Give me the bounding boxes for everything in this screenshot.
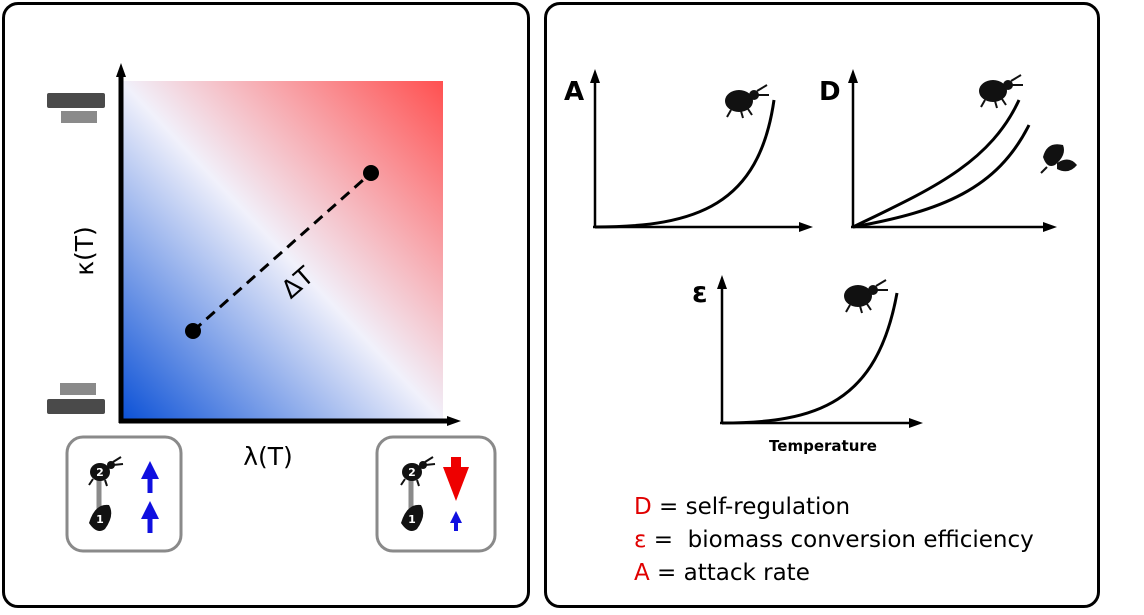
gradient-square xyxy=(121,81,443,421)
y-axis-arrow xyxy=(116,63,126,77)
temperature-gradient-diagram: κ(T) λ(T) ΔT 2 1 xyxy=(47,63,497,553)
curve-epsilon xyxy=(721,292,899,425)
left-panel: κ(T) λ(T) ΔT 2 1 xyxy=(2,2,530,608)
plot-label-epsilon: ε xyxy=(692,276,708,309)
arrow-down-icon xyxy=(443,457,469,501)
prey-leaf-icon: 1 xyxy=(401,504,424,531)
right-panel: A D xyxy=(544,2,1100,608)
leaf-icon xyxy=(1040,144,1077,174)
x-axis-label: λ(T) xyxy=(243,442,293,471)
legend-item-a: A = attack rate xyxy=(634,560,810,586)
beetle-icon xyxy=(725,84,769,119)
plot-self-regulation: D xyxy=(819,69,1077,232)
plot-attack-rate: A xyxy=(564,69,813,232)
low-kappa-icon xyxy=(47,383,105,414)
predator-beetle-icon: 2 xyxy=(88,456,124,487)
high-kappa-icon xyxy=(47,93,105,123)
arrow-up-icon xyxy=(141,501,159,533)
legend-item-epsilon: ε = biomass conversion efficiency xyxy=(634,527,1034,553)
y-axis-label: κ(T) xyxy=(70,226,99,276)
curve-d-lower xyxy=(852,124,1031,229)
svg-text:1: 1 xyxy=(408,513,416,526)
plot-conversion-efficiency: ε Temperature xyxy=(692,275,923,455)
high-temp-point xyxy=(363,165,379,181)
svg-text:2: 2 xyxy=(408,466,416,479)
arrow-up-icon xyxy=(141,461,159,493)
curve-d-upper xyxy=(852,99,1021,229)
svg-text:2: 2 xyxy=(96,466,104,479)
beetle-icon xyxy=(844,279,888,314)
x-axis-arrow xyxy=(447,416,461,426)
delta-t-line xyxy=(192,171,372,333)
temperature-response-plots: A D xyxy=(564,69,1077,455)
plot-label-a: A xyxy=(564,77,584,107)
legend: D = self-regulation ε = biomass conversi… xyxy=(634,491,1034,590)
arrow-up-small-icon xyxy=(450,511,462,531)
x-axis-label-temperature: Temperature xyxy=(769,437,877,455)
svg-text:1: 1 xyxy=(96,513,104,526)
low-temp-point xyxy=(185,323,201,339)
predator-beetle-icon: 2 xyxy=(400,456,436,487)
curve-a xyxy=(594,99,776,229)
beetle-icon xyxy=(979,74,1023,109)
inset-high-temp: 2 1 xyxy=(375,435,497,553)
plot-label-d: D xyxy=(819,77,841,107)
prey-leaf-icon: 1 xyxy=(89,504,112,531)
legend-item-d: D = self-regulation xyxy=(634,494,851,520)
inset-low-temp: 2 1 xyxy=(65,435,183,553)
